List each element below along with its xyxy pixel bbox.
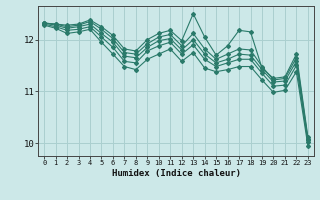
X-axis label: Humidex (Indice chaleur): Humidex (Indice chaleur): [111, 169, 241, 178]
